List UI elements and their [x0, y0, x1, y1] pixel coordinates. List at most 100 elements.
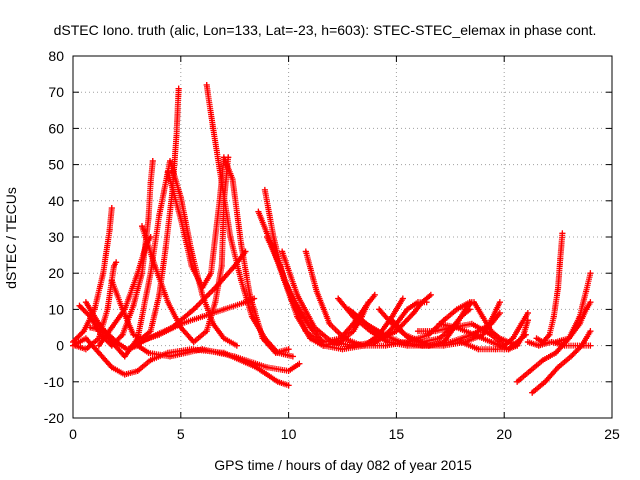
data-point [397, 338, 404, 345]
data-point [583, 288, 590, 295]
data-point [285, 346, 292, 353]
data-point [177, 215, 184, 222]
data-point [578, 342, 585, 349]
data-series [529, 328, 594, 396]
data-series [82, 157, 240, 360]
data-point [145, 215, 152, 222]
data-point [147, 328, 154, 335]
data-point [106, 226, 113, 233]
data-point [82, 299, 89, 306]
data-point [402, 331, 409, 338]
y-tick-label: 10 [48, 301, 64, 317]
data-point [248, 313, 255, 320]
data-point [190, 338, 197, 345]
y-tick-label: 80 [48, 48, 64, 64]
data-point [527, 367, 534, 374]
data-point [466, 306, 473, 313]
data-point [550, 313, 557, 320]
data-point [188, 262, 195, 269]
data-point [220, 154, 227, 161]
chart-title: dSTEC Iono. truth (alic, Lon=133, Lat=-2… [54, 22, 597, 38]
data-point [524, 310, 531, 317]
data-point [207, 270, 214, 277]
data-point [555, 364, 562, 371]
data-point [199, 291, 206, 298]
data-point [289, 353, 296, 360]
y-tick-label: 20 [48, 265, 64, 281]
data-point [110, 262, 117, 269]
data-point [345, 306, 352, 313]
data-point [212, 284, 219, 291]
x-tick-label: 25 [604, 426, 620, 442]
data-point [414, 328, 421, 335]
data-series [134, 295, 258, 345]
data-point [496, 299, 503, 306]
data-point [121, 371, 128, 378]
data-point [261, 186, 268, 193]
data-point [488, 338, 495, 345]
y-tick-label: 0 [56, 338, 64, 354]
data-point [255, 208, 262, 215]
data-point [496, 310, 503, 317]
data-point [203, 81, 210, 88]
data-point [285, 367, 292, 374]
data-point [522, 331, 529, 338]
data-point [453, 324, 460, 331]
data-point [555, 284, 562, 291]
data-point [440, 338, 447, 345]
data-point [458, 338, 465, 345]
data-point [270, 234, 277, 240]
data-point [220, 335, 227, 342]
data-point [376, 306, 383, 313]
data-point [505, 338, 512, 345]
data-point [565, 335, 572, 342]
data-point [453, 306, 460, 313]
data-series [203, 81, 296, 360]
data-point [320, 342, 327, 349]
data-point [108, 324, 115, 331]
data-point [212, 299, 219, 306]
data-point [231, 262, 238, 269]
data-point [518, 320, 525, 327]
data-point [302, 328, 309, 335]
data-point [568, 353, 575, 360]
data-point [496, 335, 503, 342]
data-point [188, 248, 195, 255]
data-point [147, 179, 154, 186]
data-point [82, 346, 89, 353]
data-point [341, 335, 348, 342]
data-point [399, 295, 406, 302]
data-series [471, 299, 521, 349]
data-point [210, 125, 217, 132]
data-point [108, 205, 115, 212]
data-point [190, 306, 197, 313]
data-series [70, 205, 115, 345]
y-tick-label: 70 [48, 84, 64, 100]
data-point [98, 331, 105, 338]
data-point [350, 320, 357, 327]
data-point [296, 360, 303, 367]
data-point [175, 85, 182, 92]
x-axis-label: GPS time / hours of day 082 of year 2015 [214, 457, 472, 473]
data-point [423, 299, 430, 306]
data-point [479, 313, 486, 320]
data-point [339, 346, 346, 353]
data-point [151, 262, 158, 269]
data-point [134, 270, 141, 277]
data-point [95, 342, 102, 349]
data-point [173, 132, 180, 139]
data-point [162, 244, 169, 251]
data-point [95, 335, 102, 342]
data-point [95, 320, 102, 327]
data-point [350, 310, 357, 317]
data-point [134, 367, 141, 374]
data-point [335, 295, 342, 302]
data-point [468, 320, 475, 327]
data-point [276, 262, 283, 269]
data-series [552, 299, 594, 345]
data-point [436, 335, 443, 342]
y-tick-label: -20 [44, 410, 64, 426]
series-markers [70, 205, 115, 345]
data-point [410, 310, 417, 317]
data-point [363, 302, 370, 309]
